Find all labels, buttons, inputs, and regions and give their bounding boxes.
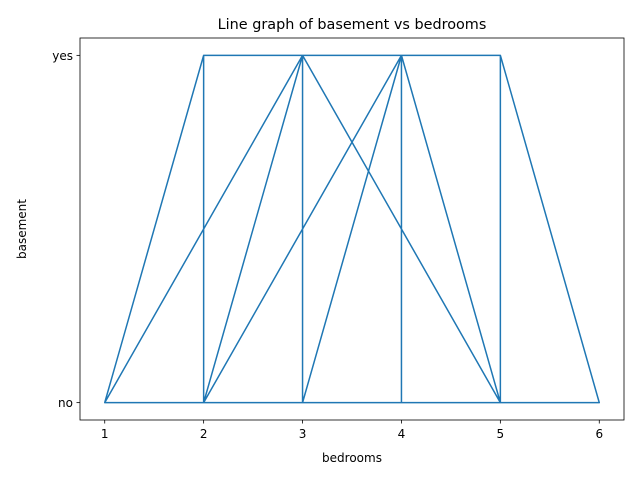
plot-area [103, 54, 601, 404]
y-axis-ticks: no yes [52, 49, 80, 410]
x-tick-label: 1 [101, 427, 109, 441]
x-tick-label: 6 [595, 427, 603, 441]
chart-title: Line graph of basement vs bedrooms [218, 17, 487, 33]
x-axis-ticks: 1 2 3 4 5 6 [101, 420, 603, 441]
y-tick-label: yes [52, 49, 73, 63]
axes-frame [79, 37, 625, 421]
x-tick-label: 4 [398, 427, 406, 441]
x-tick-label: 3 [299, 427, 307, 441]
series-line-0 [103, 54, 601, 404]
y-axis-label: basement [15, 199, 29, 259]
x-tick-label: 5 [497, 427, 505, 441]
y-tick-label: no [58, 396, 73, 410]
x-axis-label: bedrooms [322, 451, 382, 465]
x-tick-label: 2 [200, 427, 208, 441]
